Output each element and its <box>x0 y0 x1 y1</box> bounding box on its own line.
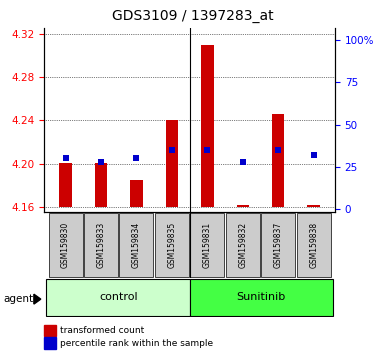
FancyBboxPatch shape <box>190 213 224 277</box>
Bar <box>166 120 178 207</box>
Polygon shape <box>34 294 41 304</box>
Bar <box>201 45 214 207</box>
Bar <box>308 205 320 207</box>
Text: GSM159838: GSM159838 <box>309 222 318 268</box>
Text: GSM159835: GSM159835 <box>167 222 176 268</box>
Text: GSM159832: GSM159832 <box>238 222 247 268</box>
FancyBboxPatch shape <box>297 213 331 277</box>
FancyBboxPatch shape <box>46 279 190 316</box>
Text: GSM159830: GSM159830 <box>61 222 70 268</box>
Text: Sunitinib: Sunitinib <box>236 292 285 302</box>
Bar <box>59 162 72 207</box>
FancyBboxPatch shape <box>261 213 295 277</box>
Text: GDS3109 / 1397283_at: GDS3109 / 1397283_at <box>112 9 273 23</box>
Text: control: control <box>99 292 138 302</box>
FancyBboxPatch shape <box>155 213 189 277</box>
Text: percentile rank within the sample: percentile rank within the sample <box>60 338 213 348</box>
Text: transformed count: transformed count <box>60 326 144 335</box>
Bar <box>95 162 107 207</box>
Bar <box>236 205 249 207</box>
FancyBboxPatch shape <box>84 213 118 277</box>
Text: GSM159833: GSM159833 <box>97 222 105 268</box>
Text: GSM159837: GSM159837 <box>274 222 283 268</box>
Text: GSM159834: GSM159834 <box>132 222 141 268</box>
FancyBboxPatch shape <box>49 213 82 277</box>
FancyBboxPatch shape <box>119 213 154 277</box>
Text: agent: agent <box>4 294 34 304</box>
Bar <box>272 114 285 207</box>
FancyBboxPatch shape <box>190 279 333 316</box>
FancyBboxPatch shape <box>226 213 260 277</box>
Bar <box>130 180 143 207</box>
Text: GSM159831: GSM159831 <box>203 222 212 268</box>
